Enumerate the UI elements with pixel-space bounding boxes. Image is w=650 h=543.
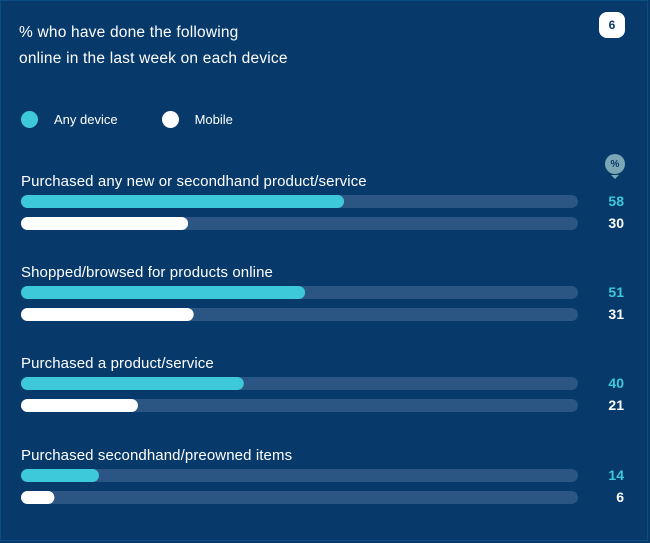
value-label-any-device: 51 — [608, 284, 624, 300]
bar-track — [21, 469, 578, 482]
bar-any-device-4 — [21, 469, 99, 482]
category-label: Purchased a product/service — [21, 355, 214, 372]
bar-mobile-4 — [21, 491, 55, 504]
value-label-mobile: 21 — [608, 397, 624, 413]
value-label-any-device: 14 — [608, 467, 624, 483]
legend-swatch-mobile — [161, 111, 179, 128]
bar-any-device-3 — [21, 377, 244, 390]
bar-any-device-1 — [21, 195, 345, 208]
category-label: Purchased any new or secondhand product/… — [21, 173, 367, 190]
percent-icon: % — [605, 154, 625, 179]
bar-mobile-3 — [21, 399, 138, 412]
title-line-2: online in the last week on each device — [19, 50, 288, 67]
legend-label-mobile: Mobile — [194, 112, 233, 127]
title-line-1: % who have done the following — [19, 24, 239, 41]
bar-track — [21, 399, 578, 412]
brand-logo-icon: 6 — [599, 12, 625, 38]
category-label: Purchased secondhand/preowned items — [21, 447, 292, 464]
legend-item-any-device: Any device — [21, 111, 118, 128]
value-label-mobile: 30 — [608, 215, 624, 231]
legend-label-any-device: Any device — [54, 112, 118, 127]
legend-swatch-any-device — [21, 111, 38, 128]
bar-mobile-2 — [21, 308, 194, 321]
value-label-any-device: 40 — [608, 375, 624, 391]
value-label-any-device: 58 — [608, 193, 624, 209]
value-label-mobile: 6 — [616, 489, 624, 505]
bar-any-device-2 — [21, 286, 306, 299]
legend-item-mobile: Mobile — [161, 111, 233, 128]
bar-mobile-1 — [21, 217, 189, 230]
bar-track — [21, 491, 578, 504]
legend: Any device Mobile — [21, 111, 277, 128]
category-label: Shopped/browsed for products online — [21, 264, 273, 281]
value-label-mobile: 31 — [608, 306, 624, 322]
chart-title: % who have done the following online in … — [19, 20, 379, 72]
